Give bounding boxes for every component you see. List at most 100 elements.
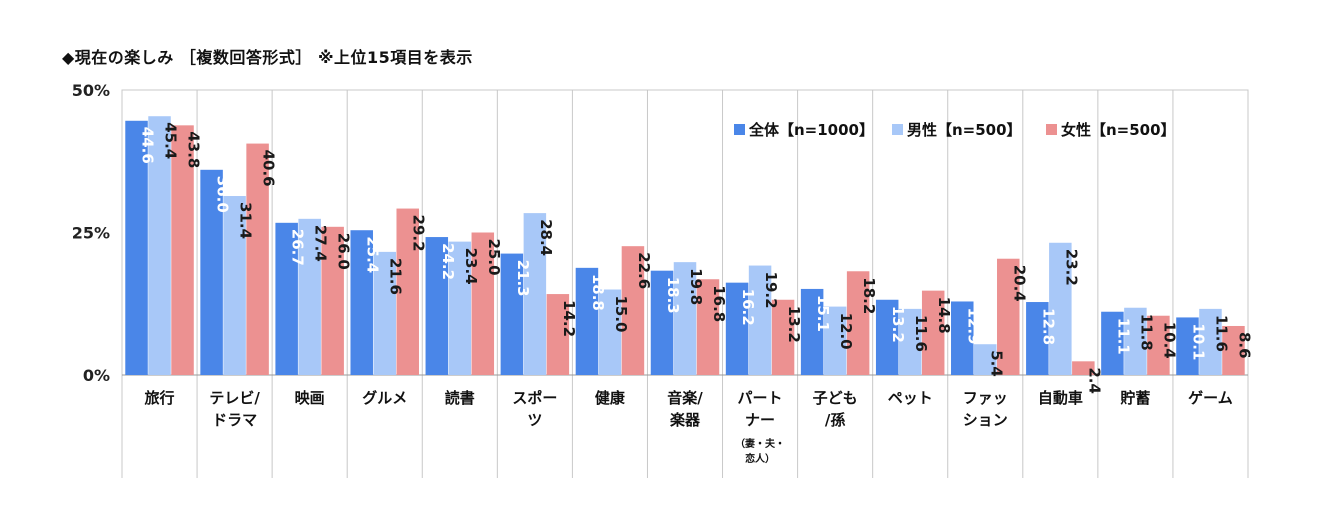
y-tick-label: 25% bbox=[72, 224, 110, 243]
bar-value-label: 12.8 bbox=[1039, 308, 1057, 345]
bar-value-label: 29.2 bbox=[410, 215, 428, 252]
category-label: ツ bbox=[527, 411, 542, 429]
bar-value-label: 26.0 bbox=[335, 233, 353, 270]
category-label: （妻・夫・ bbox=[735, 437, 785, 450]
bar-value-label: 13.2 bbox=[889, 306, 907, 343]
bar-value-label: 28.4 bbox=[537, 219, 555, 256]
bar-value-label: 21.3 bbox=[514, 260, 532, 297]
bar-value-label: 12.0 bbox=[837, 313, 855, 350]
y-tick-label: 50% bbox=[72, 81, 110, 100]
legend-swatch bbox=[1046, 124, 1057, 135]
category-label: ション bbox=[963, 411, 1008, 429]
bar-value-label: 24.2 bbox=[439, 243, 457, 280]
category-label: /孫 bbox=[825, 411, 845, 429]
bar-value-label: 15.0 bbox=[612, 296, 630, 333]
bars bbox=[125, 116, 1245, 375]
bar bbox=[748, 265, 772, 375]
bar bbox=[523, 213, 547, 375]
bar bbox=[650, 270, 674, 375]
bar-value-label: 44.6 bbox=[139, 127, 157, 164]
bar-value-label: 10.4 bbox=[1160, 322, 1178, 359]
bar bbox=[951, 301, 974, 375]
legend-label: 男性【n=500】 bbox=[907, 121, 1022, 139]
bar bbox=[125, 120, 148, 375]
bar bbox=[875, 299, 899, 375]
bar-value-label: 5.4 bbox=[987, 350, 1005, 377]
category-label: 子ども bbox=[813, 389, 858, 407]
bar bbox=[921, 290, 945, 375]
bar bbox=[725, 282, 749, 375]
bar bbox=[696, 279, 720, 375]
y-tick-label: 0% bbox=[83, 366, 110, 385]
bar-value-label: 45.4 bbox=[162, 122, 180, 159]
category-label: 健康 bbox=[595, 389, 626, 407]
bar-value-label: 13.2 bbox=[785, 306, 803, 343]
bar bbox=[898, 308, 922, 375]
category-label: 映画 bbox=[295, 389, 325, 407]
category-label: パート bbox=[738, 389, 783, 407]
bar-value-label: 11.6 bbox=[1212, 315, 1230, 352]
bar bbox=[396, 208, 419, 375]
bar bbox=[621, 246, 645, 375]
bar-value-label: 19.2 bbox=[762, 272, 780, 309]
bar-value-label: 43.8 bbox=[185, 131, 203, 168]
bar-value-label: 14.2 bbox=[560, 300, 578, 337]
bar-value-label: 11.1 bbox=[1114, 318, 1132, 355]
bar bbox=[200, 169, 223, 375]
bar bbox=[1147, 315, 1170, 375]
bar-value-label: 16.2 bbox=[739, 289, 757, 326]
bar-value-label: 18.2 bbox=[860, 277, 878, 314]
legend-swatch bbox=[892, 124, 903, 135]
bar bbox=[575, 267, 599, 375]
bar bbox=[1222, 325, 1245, 375]
category-label: 読書 bbox=[445, 389, 475, 407]
bar-value-label: 15.1 bbox=[814, 295, 832, 332]
category-label: ペット bbox=[888, 389, 933, 407]
category-label: ゲーム bbox=[1188, 389, 1233, 407]
category-label: 楽器 bbox=[670, 411, 701, 429]
data-labels: 44.6 36.0 26.7 25.4 24.2 21.3 18.8 18.3 16.2 15.1… bbox=[139, 122, 1254, 394]
bar-value-label: 20.4 bbox=[1010, 265, 1028, 302]
category-label: 自動車 bbox=[1038, 389, 1083, 407]
bar-value-label: 26.7 bbox=[289, 229, 307, 266]
category-label: テレビ/ bbox=[209, 389, 260, 407]
category-label: ナー bbox=[745, 411, 775, 429]
category-label: グルメ bbox=[362, 389, 407, 407]
bar bbox=[771, 299, 795, 375]
bar bbox=[1101, 311, 1124, 375]
category-label: 恋人） bbox=[745, 452, 775, 465]
category-label: 旅行 bbox=[145, 389, 175, 407]
bar-value-label: 11.6 bbox=[912, 315, 930, 352]
bar bbox=[148, 116, 171, 375]
bar-value-label: 14.8 bbox=[935, 297, 953, 334]
bar bbox=[546, 294, 570, 375]
bar bbox=[448, 241, 472, 375]
bar-value-label: 12.9 bbox=[964, 307, 982, 344]
chart-title: ◆現在の楽しみ ［複数回答形式］ ※上位15項目を表示 bbox=[62, 48, 473, 67]
bar-value-label: 27.4 bbox=[312, 225, 330, 262]
bar-value-label: 23.2 bbox=[1062, 249, 1080, 286]
bar bbox=[425, 237, 449, 375]
bar-value-label: 18.3 bbox=[664, 277, 682, 314]
bar bbox=[373, 251, 396, 375]
category-label: 音楽/ bbox=[667, 389, 703, 407]
bar bbox=[350, 230, 373, 375]
bar-value-label: 11.8 bbox=[1137, 314, 1155, 351]
bar bbox=[800, 288, 824, 375]
bar bbox=[1124, 307, 1147, 375]
bar bbox=[598, 289, 622, 375]
bar bbox=[997, 258, 1020, 375]
bar-value-label: 16.8 bbox=[710, 285, 728, 322]
bar-value-label: 25.4 bbox=[364, 236, 382, 273]
legend-swatch bbox=[734, 124, 745, 135]
bar bbox=[275, 222, 298, 375]
bar bbox=[223, 196, 246, 375]
axes: 0% 25% 50% bbox=[72, 81, 1249, 478]
bar bbox=[1199, 308, 1222, 375]
bar-value-label: 25.0 bbox=[485, 239, 503, 276]
legend-label: 女性【n=500】 bbox=[1061, 121, 1176, 139]
bar bbox=[823, 306, 847, 375]
bar bbox=[846, 271, 870, 375]
bar-value-label: 23.4 bbox=[462, 248, 480, 285]
